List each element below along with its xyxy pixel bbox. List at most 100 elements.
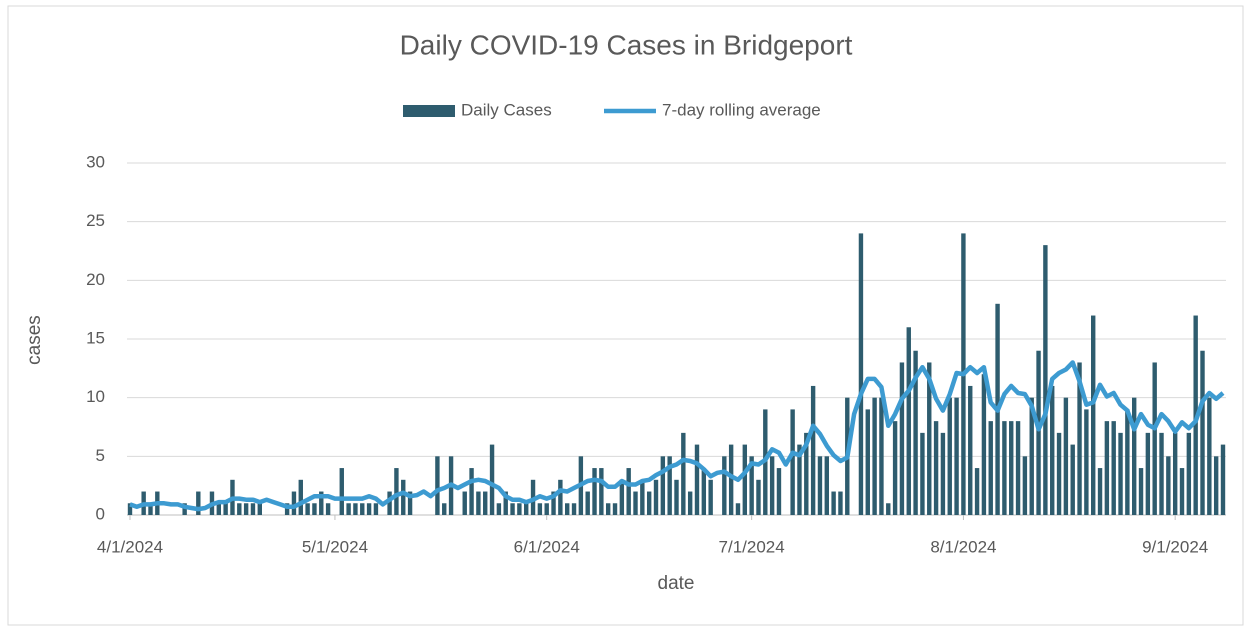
bar — [769, 456, 775, 515]
legend-label: Daily Cases — [461, 100, 552, 119]
bar — [913, 350, 918, 515]
bar — [735, 503, 741, 515]
bar — [462, 491, 467, 515]
bar — [974, 468, 980, 515]
bar — [298, 479, 303, 515]
legend-label: 7-day rolling average — [662, 100, 821, 119]
bar — [551, 491, 556, 515]
bar — [483, 491, 488, 515]
bar — [346, 503, 351, 515]
bar — [1220, 444, 1226, 515]
x-tick-label: 8/1/2024 — [930, 537, 996, 556]
bar — [360, 503, 365, 515]
bar — [728, 444, 734, 515]
bar — [619, 479, 625, 515]
bar — [1125, 409, 1130, 515]
bar — [565, 503, 570, 515]
bar — [1097, 468, 1103, 515]
bar — [933, 421, 939, 515]
bar — [489, 444, 495, 515]
bar — [776, 468, 782, 515]
y-tick-label: 15 — [86, 328, 105, 347]
bar — [804, 432, 809, 515]
bar — [1138, 468, 1144, 515]
bar — [1043, 245, 1048, 515]
bar — [387, 491, 392, 515]
bar — [558, 479, 563, 515]
bar — [879, 397, 884, 515]
bar — [605, 503, 611, 515]
bar — [633, 491, 638, 515]
bar — [810, 385, 816, 515]
bar — [401, 479, 406, 515]
bar — [1002, 421, 1007, 515]
bar — [1084, 409, 1089, 515]
bar — [250, 503, 256, 515]
bar — [1029, 397, 1034, 515]
x-tick-label: 9/1/2024 — [1142, 537, 1208, 556]
line — [129, 360, 1225, 512]
bar — [681, 432, 686, 515]
bar — [1063, 397, 1069, 515]
bar — [1091, 315, 1096, 515]
bar — [1104, 421, 1110, 515]
bar — [148, 503, 153, 515]
y-tick-label: 25 — [86, 211, 105, 230]
bar — [1077, 362, 1082, 515]
bar — [291, 491, 297, 515]
bar — [496, 503, 502, 515]
bar — [339, 468, 344, 515]
bar — [988, 421, 993, 515]
bar — [469, 468, 474, 515]
bar — [312, 503, 317, 515]
bar — [319, 491, 324, 515]
bar — [237, 503, 242, 515]
bar — [756, 479, 761, 515]
bar — [544, 503, 549, 515]
bar — [435, 456, 440, 515]
bar — [503, 491, 508, 515]
bar — [1022, 456, 1028, 515]
bar — [1015, 421, 1021, 515]
bar — [1036, 350, 1041, 515]
bar — [968, 385, 973, 515]
bar — [981, 374, 987, 515]
bar — [476, 491, 481, 515]
bar — [708, 479, 713, 515]
bar — [817, 456, 823, 515]
bar — [127, 503, 133, 515]
bar — [906, 327, 911, 515]
bar — [920, 432, 925, 515]
bar — [1050, 385, 1055, 515]
bar — [216, 503, 222, 515]
bar — [243, 503, 249, 515]
bar — [1200, 350, 1205, 515]
bar — [892, 421, 898, 515]
bar — [653, 479, 659, 515]
bar — [858, 233, 864, 515]
bar — [1166, 456, 1171, 515]
x-tick-label: 6/1/2024 — [514, 537, 580, 556]
bar — [1172, 432, 1178, 515]
bar — [394, 468, 399, 515]
bar — [947, 397, 952, 515]
bar — [954, 397, 959, 515]
bar — [927, 362, 932, 515]
bar — [1111, 421, 1116, 515]
bar — [722, 456, 727, 515]
x-axis-label: date — [658, 573, 695, 594]
chart-title: Daily COVID-19 Cases in Bridgeport — [400, 29, 853, 60]
bar — [305, 503, 310, 515]
x-tick-label: 5/1/2024 — [302, 537, 368, 556]
bar — [626, 468, 631, 515]
bar — [571, 503, 577, 515]
bar — [524, 503, 529, 515]
bar — [899, 362, 905, 515]
bar — [831, 491, 836, 515]
bar — [667, 456, 672, 515]
bar — [687, 491, 693, 515]
bar — [1152, 362, 1157, 515]
bar — [838, 491, 843, 515]
bar — [182, 503, 187, 515]
